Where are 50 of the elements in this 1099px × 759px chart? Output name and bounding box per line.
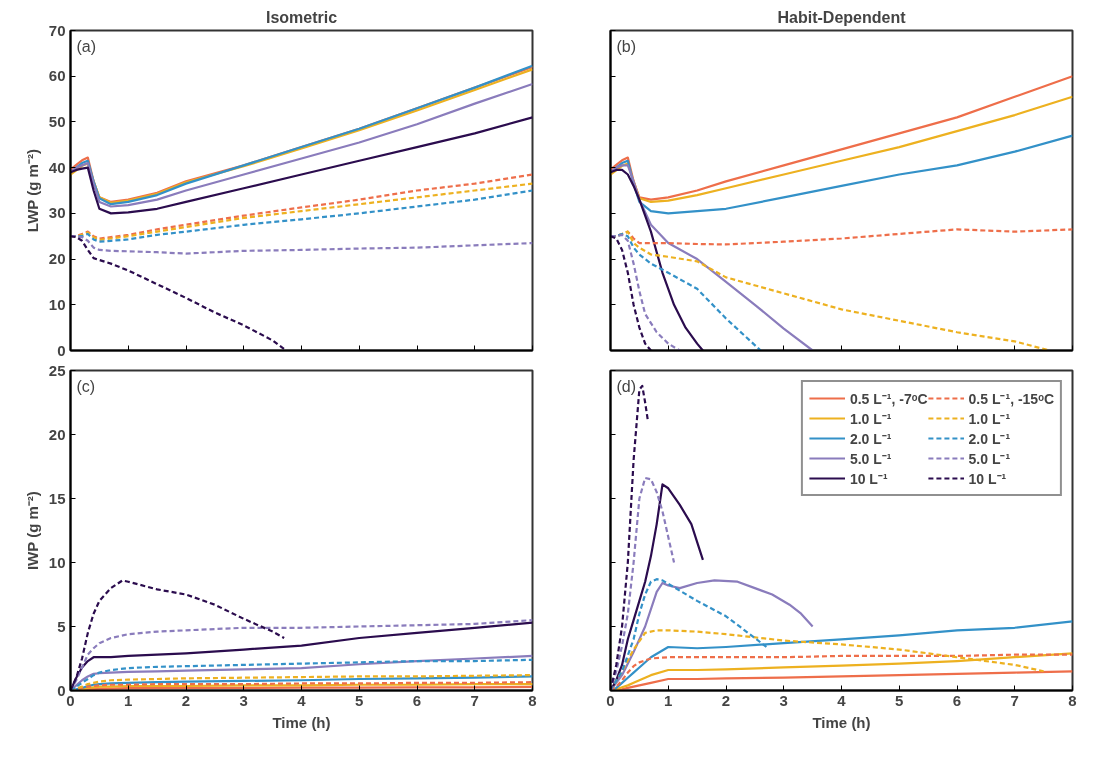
annotation: (b) xyxy=(616,37,637,55)
y-tick-label: 20 xyxy=(48,250,66,268)
annotation: (d) xyxy=(616,377,637,395)
legend-label: 2.0 L⁻¹ xyxy=(849,429,892,448)
y-tick-label: 50 xyxy=(48,112,66,130)
x-tick-label: 3 xyxy=(239,691,248,709)
y-tick-label: 15 xyxy=(48,489,66,507)
x-tick-label: 3 xyxy=(779,691,788,709)
y-tick-label: 5 xyxy=(57,617,66,635)
legend-label: 5.0 L⁻¹ xyxy=(849,449,892,468)
x-axis-title: Time (h) xyxy=(812,713,871,731)
y-tick-label: 30 xyxy=(48,204,66,222)
x-axis-title: Time (h) xyxy=(272,713,331,731)
x-tick-label: 1 xyxy=(124,691,133,709)
legend-label: 1.0 L⁻¹ xyxy=(968,409,1011,428)
x-tick-label: 7 xyxy=(470,691,479,709)
legend-label: 10 L⁻¹ xyxy=(968,469,1007,488)
y-tick-label: 60 xyxy=(48,67,66,85)
legend-label: 2.0 L⁻¹ xyxy=(968,429,1011,448)
y-tick-label: 40 xyxy=(48,158,66,176)
x-tick-label: 1 xyxy=(664,691,673,709)
x-tick-label: 6 xyxy=(952,691,962,709)
y-tick-label: 70 xyxy=(48,21,66,39)
x-tick-label: 8 xyxy=(1068,691,1077,709)
chart-title: Habit-Dependent xyxy=(777,8,907,26)
x-tick-label: 2 xyxy=(721,691,731,709)
chart-title: Isometric xyxy=(265,8,338,26)
annotation: (c) xyxy=(76,377,96,395)
legend-label: 0.5 L⁻¹, -7ᵒC xyxy=(849,389,928,408)
y-tick-label: 10 xyxy=(48,295,66,313)
legend-label: 10 L⁻¹ xyxy=(849,469,888,488)
x-tick-label: 4 xyxy=(297,691,307,709)
x-tick-label: 5 xyxy=(355,691,364,709)
y-axis-title: LWP (g m⁻²) xyxy=(23,149,41,233)
legend-label: 1.0 L⁻¹ xyxy=(849,409,892,428)
x-tick-label: 4 xyxy=(837,691,847,709)
x-tick-label: 0 xyxy=(606,691,615,709)
annotation: (a) xyxy=(76,37,97,55)
x-tick-label: 6 xyxy=(412,691,422,709)
x-tick-label: 7 xyxy=(1010,691,1019,709)
y-axis-title: IWP (g m⁻²) xyxy=(23,491,41,571)
x-tick-label: 5 xyxy=(895,691,904,709)
y-tick-label: 25 xyxy=(48,361,66,379)
legend-label: 5.0 L⁻¹ xyxy=(968,449,1011,468)
y-tick-label: 0 xyxy=(57,341,66,359)
legend-label: 0.5 L⁻¹, -15ᵒC xyxy=(968,389,1054,408)
x-tick-label: 2 xyxy=(181,691,191,709)
y-tick-label: 20 xyxy=(48,425,66,443)
y-tick-label: 10 xyxy=(48,553,66,571)
x-tick-label: 8 xyxy=(528,691,537,709)
